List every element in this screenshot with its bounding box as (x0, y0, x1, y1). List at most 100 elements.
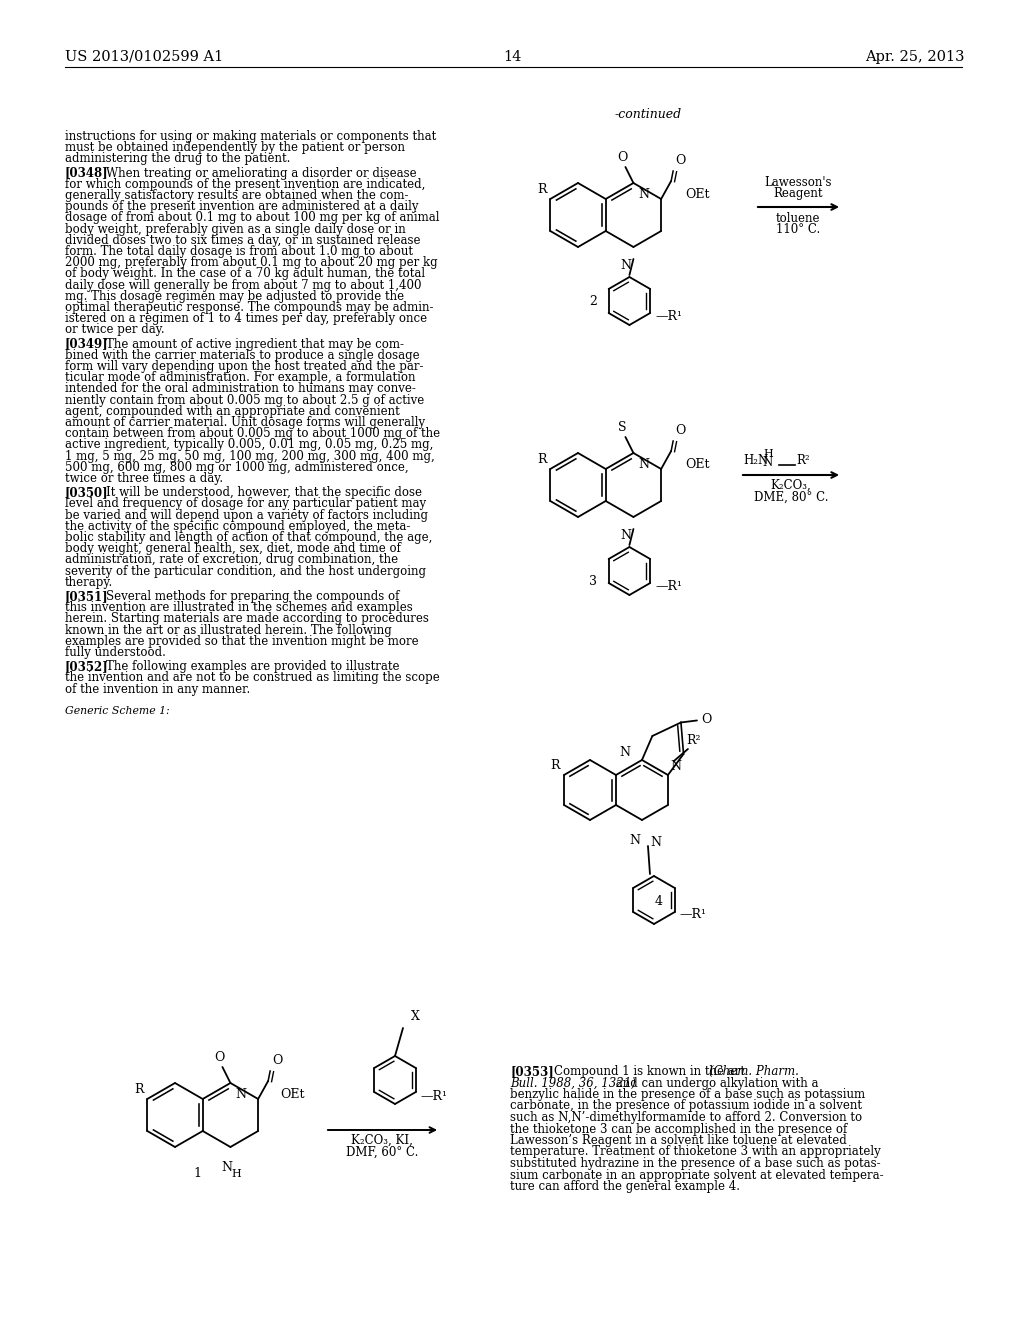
Text: temperature. Treatment of thioketone 3 with an appropriately: temperature. Treatment of thioketone 3 w… (510, 1146, 881, 1159)
Text: —R¹: —R¹ (680, 908, 707, 921)
Text: be varied and will depend upon a variety of factors including: be varied and will depend upon a variety… (65, 508, 428, 521)
Text: N: N (221, 1162, 231, 1173)
Text: bined with the carrier materials to produce a single dosage: bined with the carrier materials to prod… (65, 348, 420, 362)
Text: therapy.: therapy. (65, 576, 114, 589)
Text: pounds of the present invention are administered at a daily: pounds of the present invention are admi… (65, 201, 419, 214)
Text: severity of the particular condition, and the host undergoing: severity of the particular condition, an… (65, 565, 426, 578)
Text: R²: R² (796, 454, 810, 467)
Text: examples are provided so that the invention might be more: examples are provided so that the invent… (65, 635, 419, 648)
Text: intended for the oral administration to humans may conve-: intended for the oral administration to … (65, 383, 416, 396)
Text: R: R (537, 183, 546, 195)
Text: form will vary depending upon the host treated and the par-: form will vary depending upon the host t… (65, 360, 424, 374)
Text: optimal therapeutic response. The compounds may be admin-: optimal therapeutic response. The compou… (65, 301, 433, 314)
Text: (Chem. Pharm.: (Chem. Pharm. (709, 1065, 799, 1078)
Text: ture can afford the general example 4.: ture can afford the general example 4. (510, 1180, 740, 1193)
Text: OEt: OEt (685, 189, 710, 202)
Text: R: R (537, 453, 546, 466)
Text: amount of carrier material. Unit dosage forms will generally: amount of carrier material. Unit dosage … (65, 416, 425, 429)
Text: herein. Starting materials are made according to procedures: herein. Starting materials are made acco… (65, 612, 429, 626)
Text: -continued: -continued (614, 108, 682, 121)
Text: the activity of the specific compound employed, the meta-: the activity of the specific compound em… (65, 520, 411, 533)
Text: Bull. 1988, 36, 1321): Bull. 1988, 36, 1321) (510, 1077, 636, 1089)
Text: ticular mode of administration. For example, a formulation: ticular mode of administration. For exam… (65, 371, 416, 384)
Text: 4: 4 (655, 895, 663, 908)
Text: N: N (638, 458, 649, 471)
Text: K₂CO₃, KI,: K₂CO₃, KI, (351, 1134, 413, 1147)
Text: O: O (701, 713, 712, 726)
Text: active ingredient, typically 0.005, 0.01 mg, 0.05 mg, 0.25 mg,: active ingredient, typically 0.005, 0.01… (65, 438, 433, 451)
Text: [0350]: [0350] (65, 486, 109, 499)
Text: N: N (670, 760, 681, 774)
Text: O: O (214, 1051, 224, 1064)
Text: H₂N: H₂N (743, 454, 768, 467)
Text: administration, rate of excretion, drug combination, the: administration, rate of excretion, drug … (65, 553, 398, 566)
Text: R: R (551, 759, 560, 772)
Text: niently contain from about 0.005 mg to about 2.5 g of active: niently contain from about 0.005 mg to a… (65, 393, 424, 407)
Text: The following examples are provided to illustrate: The following examples are provided to i… (91, 660, 399, 673)
Text: generally satisfactory results are obtained when the com-: generally satisfactory results are obtai… (65, 189, 409, 202)
Text: —R¹: —R¹ (421, 1089, 447, 1102)
Text: toluene: toluene (776, 213, 820, 224)
Text: 14: 14 (503, 50, 521, 63)
Text: Apr. 25, 2013: Apr. 25, 2013 (865, 50, 965, 63)
Text: —R¹: —R¹ (655, 579, 682, 593)
Text: body weight, general health, sex, diet, mode and time of: body weight, general health, sex, diet, … (65, 543, 400, 556)
Text: N: N (236, 1089, 247, 1101)
Text: [0352]: [0352] (65, 660, 109, 673)
Text: bolic stability and length of action of that compound, the age,: bolic stability and length of action of … (65, 531, 432, 544)
Text: N: N (618, 746, 630, 759)
Text: such as N,N’-dimethylformamide to afford 2. Conversion to: such as N,N’-dimethylformamide to afford… (510, 1111, 862, 1125)
Text: contain between from about 0.005 mg to about 1000 mg of the: contain between from about 0.005 mg to a… (65, 428, 440, 440)
Text: Lawesson's: Lawesson's (764, 176, 831, 189)
Text: O: O (617, 150, 628, 164)
Text: O: O (675, 424, 685, 437)
Text: O: O (675, 154, 685, 168)
Text: S: S (618, 421, 627, 434)
Text: 2: 2 (589, 294, 597, 308)
Text: R²: R² (686, 734, 700, 747)
Text: the thioketone 3 can be accomplished in the presence of: the thioketone 3 can be accomplished in … (510, 1122, 847, 1135)
Text: X: X (411, 1010, 420, 1023)
Text: [0348]: [0348] (65, 166, 109, 180)
Text: OEt: OEt (281, 1089, 304, 1101)
Text: dosage of from about 0.1 mg to about 100 mg per kg of animal: dosage of from about 0.1 mg to about 100… (65, 211, 439, 224)
Text: It will be understood, however, that the specific dose: It will be understood, however, that the… (91, 486, 422, 499)
Text: carbonate, in the presence of potassium iodide in a solvent: carbonate, in the presence of potassium … (510, 1100, 862, 1113)
Text: [0349]: [0349] (65, 338, 109, 351)
Text: [0353]: [0353] (510, 1065, 554, 1078)
Text: —R¹: —R¹ (655, 309, 682, 322)
Text: N: N (629, 834, 640, 847)
Text: R: R (134, 1082, 143, 1096)
Text: Compound 1 is known in the art: Compound 1 is known in the art (539, 1065, 749, 1078)
Text: the invention and are not to be construed as limiting the scope: the invention and are not to be construe… (65, 672, 439, 684)
Text: OEt: OEt (685, 458, 710, 471)
Text: 3: 3 (589, 576, 597, 587)
Text: of the invention in any manner.: of the invention in any manner. (65, 682, 250, 696)
Text: O: O (272, 1053, 283, 1067)
Text: of body weight. In the case of a 70 kg adult human, the total: of body weight. In the case of a 70 kg a… (65, 268, 425, 280)
Text: Generic Scheme 1:: Generic Scheme 1: (65, 706, 170, 715)
Text: istered on a regimen of 1 to 4 times per day, preferably once: istered on a regimen of 1 to 4 times per… (65, 313, 427, 325)
Text: DME, 80° C.: DME, 80° C. (754, 491, 828, 504)
Text: administering the drug to the patient.: administering the drug to the patient. (65, 152, 291, 165)
Text: known in the art or as illustrated herein. The following: known in the art or as illustrated herei… (65, 623, 392, 636)
Text: When treating or ameliorating a disorder or disease: When treating or ameliorating a disorder… (91, 166, 417, 180)
Text: divided doses two to six times a day, or in sustained release: divided doses two to six times a day, or… (65, 234, 421, 247)
Text: agent, compounded with an appropriate and convenient: agent, compounded with an appropriate an… (65, 405, 399, 418)
Text: fully understood.: fully understood. (65, 645, 166, 659)
Text: DMF, 60° C.: DMF, 60° C. (346, 1146, 418, 1159)
Text: this invention are illustrated in the schemes and examples: this invention are illustrated in the sc… (65, 601, 413, 614)
Text: substituted hydrazine in the presence of a base such as potas-: substituted hydrazine in the presence of… (510, 1158, 881, 1170)
Text: N: N (650, 836, 660, 849)
Text: 2000 mg, preferably from about 0.1 mg to about 20 mg per kg: 2000 mg, preferably from about 0.1 mg to… (65, 256, 437, 269)
Text: instructions for using or making materials or components that: instructions for using or making materia… (65, 129, 436, 143)
Text: or twice per day.: or twice per day. (65, 323, 165, 337)
Text: form. The total daily dosage is from about 1.0 mg to about: form. The total daily dosage is from abo… (65, 246, 413, 257)
Text: benzylic halide in the presence of a base such as potassium: benzylic halide in the presence of a bas… (510, 1088, 865, 1101)
Text: US 2013/0102599 A1: US 2013/0102599 A1 (65, 50, 223, 63)
Text: and can undergo alkylation with a: and can undergo alkylation with a (612, 1077, 818, 1089)
Text: N: N (620, 529, 631, 543)
Text: N: N (638, 189, 649, 202)
Text: twice or three times a day.: twice or three times a day. (65, 473, 223, 484)
Text: 110° C.: 110° C. (776, 223, 820, 236)
